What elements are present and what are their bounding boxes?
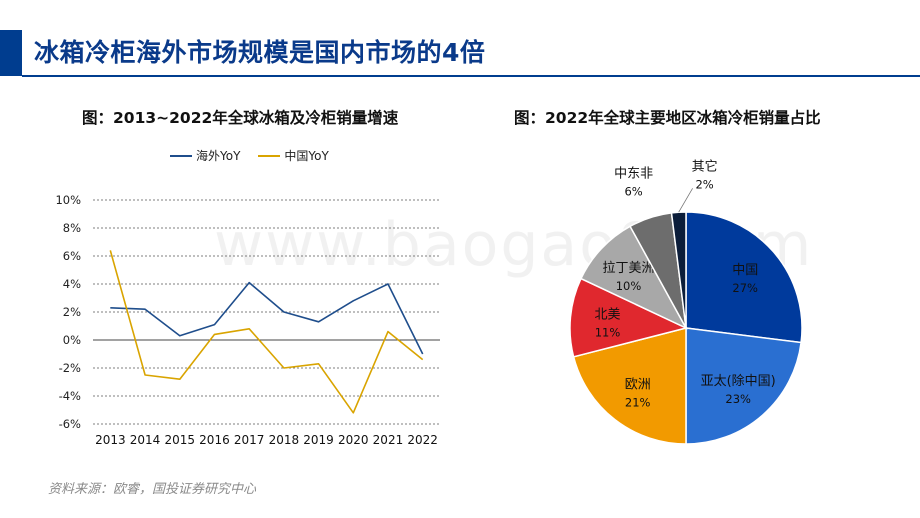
pie-slice	[572, 327, 687, 445]
x-tick-label: 2015	[164, 433, 195, 447]
pie-slice	[670, 211, 687, 329]
pie-slice-label: 其它	[692, 158, 718, 174]
china-yoy-line	[109, 250, 424, 414]
y-tick-label: 6%	[63, 249, 81, 263]
x-tick-label: 2020	[338, 433, 369, 447]
x-tick-label: 2019	[303, 433, 334, 447]
y-tick-label: -2%	[59, 361, 81, 375]
y-tick-label: 8%	[63, 221, 81, 235]
pie-slice-value: 11%	[595, 326, 621, 340]
y-tick-label: 2%	[63, 305, 81, 319]
y-tick-label: 10%	[55, 193, 81, 207]
x-tick-label: 2018	[269, 433, 300, 447]
pie-slice	[580, 225, 688, 330]
x-tick-label: 2022	[407, 433, 438, 447]
x-tick-label: 2013	[95, 433, 126, 447]
x-tick-label: 2017	[234, 433, 265, 447]
legend-swatch-overseas	[170, 154, 192, 157]
pie-slice-value: 6%	[624, 184, 642, 198]
pie-slice	[569, 277, 689, 358]
legend-label-overseas: 海外YoY	[196, 149, 241, 163]
title-underline	[22, 75, 920, 77]
y-tick-label: 0%	[63, 333, 81, 347]
pie-slice-label: 亚太(除中国)	[701, 374, 776, 389]
legend-label-china: 中国YoY	[284, 149, 329, 163]
pie-slice-label: 拉丁美洲	[602, 261, 654, 276]
x-tick-label: 2021	[373, 433, 404, 447]
pie-slice	[685, 211, 803, 344]
pie-slice-value: 27%	[732, 281, 758, 295]
source-note: 资料来源：欧睿，国投证券研究中心	[48, 482, 257, 497]
pie-slice-value: 10%	[616, 279, 642, 293]
pie-slice-label: 北美	[594, 308, 620, 323]
overseas-yoy-line	[110, 281, 424, 355]
legend-item-overseas: 海外YoY	[170, 147, 240, 164]
pie-slice-value: 21%	[625, 395, 651, 409]
pie-slice-label: 欧洲	[625, 377, 651, 392]
y-tick-label: 4%	[63, 277, 81, 291]
title-accent-bar	[0, 30, 22, 76]
legend-item-china: 中国YoY	[258, 147, 329, 164]
pie-leader-line	[678, 188, 693, 213]
page-title: 冰箱冷柜海外市场规模是国内市场的4倍	[34, 38, 486, 67]
y-tick-label: -4%	[59, 389, 81, 403]
pie-slice-value: 2%	[695, 177, 713, 191]
pie-slice	[685, 327, 802, 445]
x-tick-label: 2014	[130, 433, 161, 447]
pie-chart-title: 图：2022年全球主要地区冰箱冷柜销量占比	[514, 109, 821, 127]
line-chart-legend: 海外YoY 中国YoY	[170, 147, 329, 164]
y-tick-label: -6%	[59, 417, 81, 431]
line-chart-title: 图：2013~2022年全球冰箱及冷柜销量增速	[82, 109, 399, 127]
x-tick-label: 2016	[199, 433, 230, 447]
pie-slice-label: 中东非	[614, 166, 653, 181]
legend-swatch-china	[258, 154, 281, 157]
pie-slice-label: 中国	[732, 263, 758, 278]
pie-slice-value: 23%	[725, 392, 751, 406]
